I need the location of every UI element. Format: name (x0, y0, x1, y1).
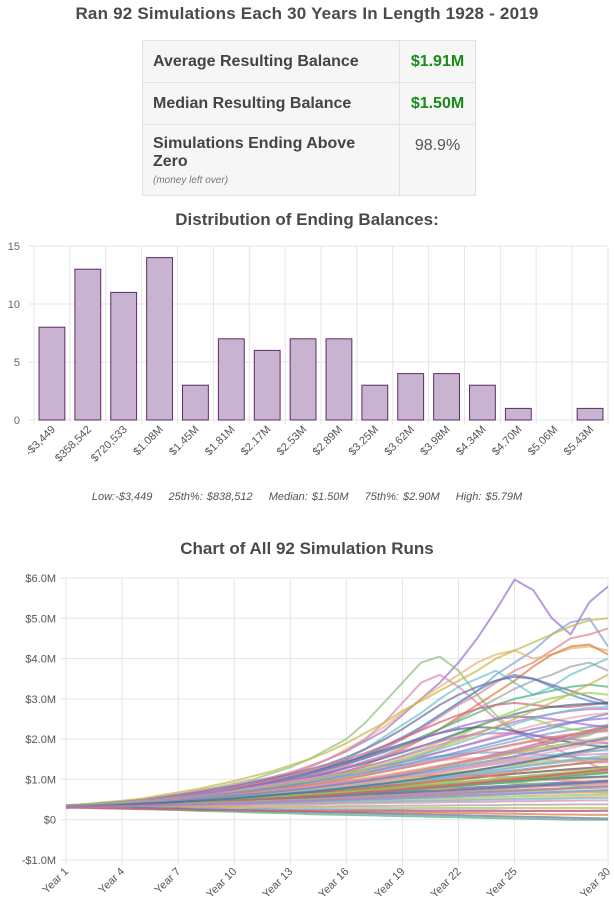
y-tick-label: $4.0M (25, 654, 56, 666)
y-tick-label: -$1.0M (22, 855, 56, 867)
p25-stat: 25th%: $838,512 (168, 491, 253, 503)
x-tick-label: $3.62M (382, 424, 416, 458)
x-tick-label: $2.89M (311, 424, 345, 458)
x-tick-label: $2.53M (275, 424, 309, 458)
histogram-bar (469, 384, 496, 421)
summary-row-median: Median Resulting Balance $1.50M (142, 82, 476, 125)
simulation-run-line (65, 617, 609, 807)
histogram-bar (504, 407, 532, 421)
x-tick-label: $358,542 (53, 424, 94, 465)
summary-table: Average Resulting Balance $1.91M Median … (142, 40, 476, 196)
y-tick-label: $2.0M (25, 734, 56, 746)
y-tick-label: 5 (14, 357, 20, 369)
x-tick-label: Year 10 (204, 866, 239, 901)
p75-stat: 75th%: $2.90M (364, 491, 440, 503)
above-zero-label: Simulations Ending Above Zero (money lef… (142, 124, 400, 196)
x-tick-label: Year 1 (40, 866, 71, 897)
runs-title: Chart of All 92 Simulation Runs (180, 539, 434, 558)
x-tick-label: -$3,449 (23, 424, 58, 459)
simulation-run-line (65, 578, 609, 807)
simulation-run-line (65, 736, 609, 808)
distribution-title: Distribution of Ending Balances: (175, 210, 439, 229)
simulation-run-line (65, 784, 609, 809)
page-title: Ran 92 Simulations Each 30 Years In Leng… (75, 4, 539, 23)
x-tick-label: $1.45M (167, 424, 201, 458)
histogram-bar (289, 338, 317, 421)
x-tick-label: Year 7 (153, 866, 184, 897)
distribution-chart: 0 5 10 15 -$3,449$358,542$720,533 $1.08M $1.45… (8, 241, 609, 465)
histogram-bar (325, 338, 353, 421)
histogram-bar (397, 373, 425, 421)
y-tick-label: $5.0M (25, 613, 56, 625)
x-tick-label: $1.08M (131, 424, 165, 458)
histogram-bar (146, 257, 173, 421)
histogram-bar (110, 291, 138, 421)
x-tick-label: Year 4 (96, 866, 127, 897)
y-tick-label: $1.0M (25, 774, 56, 786)
x-tick-label: $1.81M (203, 424, 237, 458)
simulation-run-line (65, 744, 609, 808)
x-tick-label: $720,533 (89, 424, 130, 465)
x-tick-label: Year 13 (260, 866, 295, 901)
x-tick-label: Year 22 (429, 866, 464, 901)
simulation-run-line (65, 806, 609, 813)
percentile-summary: Low:-$3,449 25th%: $838,512 Median: $1.5… (0, 491, 614, 503)
histogram-bar (433, 373, 460, 421)
x-tick-label: Year 25 (485, 866, 520, 901)
x-tick-label: $3.25M (346, 424, 380, 458)
x-tick-label: $4.34M (454, 424, 488, 458)
x-tick-label: Year 19 (373, 866, 408, 901)
y-tick-label: $6.0M (25, 573, 56, 585)
simulation-runs-chart: -$1.0M $0 $1.0M $2.0M $3.0M $4.0M $5.0M $6.0M Ye… (22, 573, 613, 901)
median-stat: Median: $1.50M (268, 491, 349, 503)
x-tick-label: $2.17M (239, 424, 273, 458)
x-tick-label: $5.06M (526, 424, 560, 458)
average-value-text: $1.91M (410, 52, 465, 70)
above-zero-value-text: 98.9% (414, 137, 461, 154)
median-label: Median Resulting Balance (142, 82, 400, 125)
average-label: Average Resulting Balance (142, 40, 400, 83)
above-zero-label-text: Simulations Ending Above Zero (153, 134, 356, 170)
x-tick-label: $3.98M (418, 424, 452, 458)
y-tick-label: $0 (44, 815, 56, 827)
x-tick-label: Year 30 (578, 866, 613, 901)
histogram-bar (182, 384, 209, 421)
y-tick-label: $3.0M (25, 694, 56, 706)
histogram-bar (253, 349, 281, 421)
above-zero-value: 98.9% (399, 124, 476, 196)
average-value: $1.91M (399, 40, 476, 83)
y-tick-label: 15 (8, 241, 20, 253)
median-value: $1.50M (399, 82, 476, 125)
median-value-text: $1.50M (410, 94, 465, 112)
x-tick-label: $5.43M (562, 424, 596, 458)
high-stat: High: $5.79M (455, 491, 523, 503)
histogram-bar (217, 338, 245, 421)
summary-row-above-zero: Simulations Ending Above Zero (money lef… (142, 124, 476, 196)
summary-row-average: Average Resulting Balance $1.91M (142, 40, 476, 83)
simulation-run-line (65, 805, 608, 809)
histogram-bar (74, 268, 102, 421)
x-tick-label: $4.70M (490, 424, 524, 458)
y-tick-label: 0 (14, 415, 20, 427)
above-zero-sublabel: (money left over) (153, 174, 229, 186)
y-tick-label: 10 (8, 299, 20, 311)
x-tick-label: Year 16 (316, 866, 351, 901)
low-stat: Low:-$3,449 (91, 491, 153, 503)
histogram-bar (576, 407, 604, 421)
histogram-bar (38, 326, 66, 421)
histogram-bar (361, 384, 389, 421)
